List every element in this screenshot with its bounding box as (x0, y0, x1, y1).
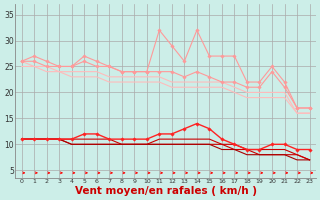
X-axis label: Vent moyen/en rafales ( km/h ): Vent moyen/en rafales ( km/h ) (75, 186, 257, 196)
